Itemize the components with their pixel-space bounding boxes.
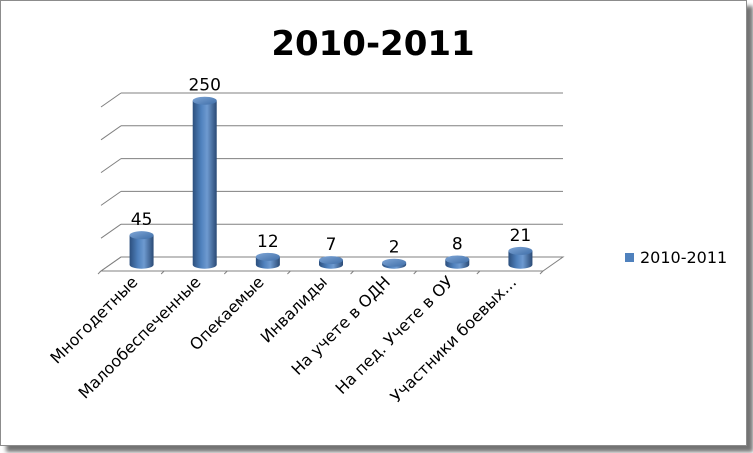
x-tick [160, 270, 165, 275]
bar [255, 252, 280, 269]
data-label: 2 [389, 238, 400, 258]
data-label: 8 [452, 234, 463, 254]
data-label: 250 [188, 76, 220, 96]
legend-label: 2010-2011 [640, 248, 727, 267]
data-label: 12 [257, 232, 279, 252]
bar-top [192, 96, 217, 105]
bar-top [445, 255, 470, 264]
category-label: Участники боевых… [386, 272, 520, 406]
gridline-side [100, 158, 122, 174]
bar [445, 255, 470, 269]
x-tick [287, 270, 291, 275]
chart-frame: 45 250 12 7 2 8 21 Многодетные Малообеспеченные… [0, 0, 747, 446]
x-tick [476, 270, 481, 275]
data-label: 45 [131, 210, 153, 230]
x-tick [350, 270, 354, 275]
data-label: 21 [510, 226, 532, 246]
category-labels: МногодетныеМалообеспеченныеОпекаемыеИнва… [46, 272, 520, 406]
bar-body [192, 100, 217, 269]
chart-floor [99, 256, 565, 272]
data-label: 7 [326, 235, 337, 255]
bar-body [129, 235, 154, 269]
gridline-side [100, 92, 122, 108]
bar-top [319, 256, 343, 265]
bar [319, 256, 343, 269]
bar [508, 246, 533, 269]
bar [129, 231, 154, 269]
x-tick [539, 270, 544, 275]
bar-body [508, 250, 533, 269]
bar [382, 258, 407, 269]
gridline-side [100, 223, 122, 239]
bar-top [129, 231, 154, 240]
x-tick [413, 270, 418, 275]
legend-swatch [625, 253, 634, 262]
data-labels: 45 250 12 7 2 8 21 [131, 76, 531, 258]
bar [192, 96, 217, 269]
x-tick [97, 270, 102, 275]
chart-title: 2010-2011 [271, 24, 474, 64]
gridline-side [100, 125, 122, 141]
bar-top [508, 246, 533, 255]
category-label: На пед. Учете в ОУ [332, 272, 458, 398]
bar-top [255, 252, 280, 261]
category-label: Малообеспеченные [74, 272, 204, 402]
gridline-side [100, 190, 122, 206]
bar-top [382, 258, 407, 267]
legend: 2010-2011 [625, 248, 727, 267]
x-tick [223, 270, 228, 275]
bars [129, 96, 533, 269]
